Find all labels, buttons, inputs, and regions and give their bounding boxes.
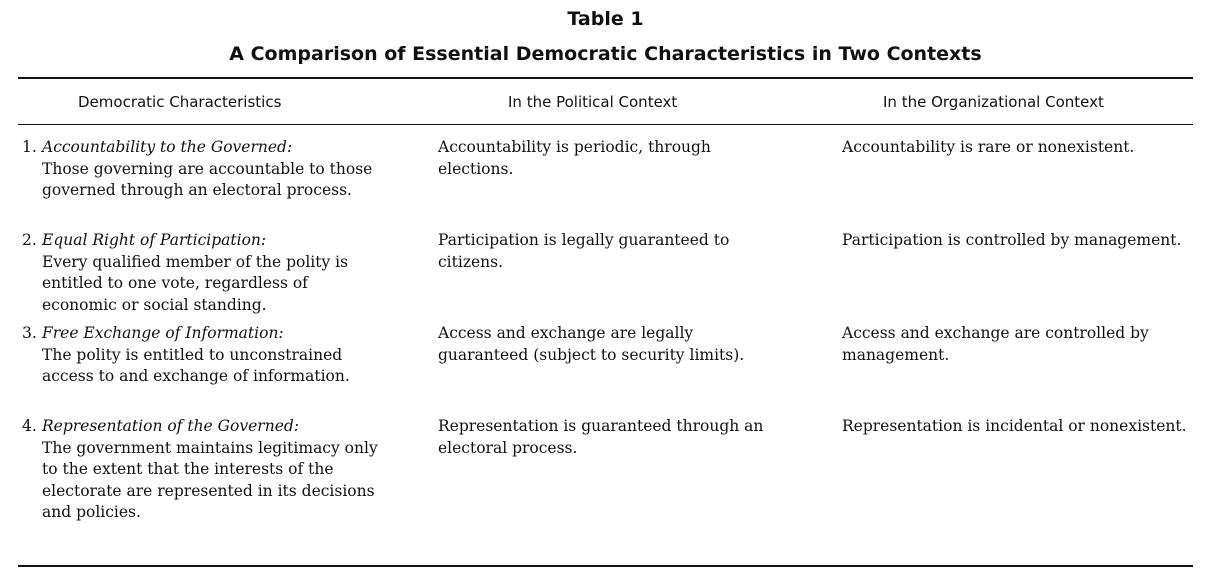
characteristic-description: Those governing are accountable to those… — [42, 159, 373, 200]
row-number: 2. — [22, 231, 37, 249]
header-organizational-context: In the Organizational Context — [883, 93, 1104, 111]
characteristic-cell: 3. Free Exchange of Information: The poli… — [22, 323, 382, 388]
table-title: Table 1 — [567, 8, 644, 30]
characteristic-name: Representation of the Governed: — [42, 417, 300, 435]
row-number: 4. — [22, 417, 37, 435]
characteristic-cell: 2. Equal Right of Participation: Every qu… — [22, 230, 382, 316]
political-context-cell: Accountability is periodic, through elec… — [438, 138, 711, 178]
header-political-context: In the Political Context — [508, 93, 678, 111]
row-number: 1. — [22, 138, 37, 156]
political-context-cell: Access and exchange are legally guarante… — [438, 324, 745, 364]
header-rule — [18, 124, 1193, 125]
characteristic-cell: 4. Representation of the Governed: The go… — [22, 416, 382, 524]
row-number: 3. — [22, 324, 37, 342]
characteristic-description: The government maintains legitimacy only… — [42, 438, 378, 522]
characteristic-description: Every qualified member of the polity is … — [42, 252, 349, 314]
top-rule — [18, 77, 1193, 79]
characteristic-cell: 1. Accountability to the Governed: Those … — [22, 137, 382, 202]
characteristic-name: Equal Right of Participation: — [42, 231, 267, 249]
characteristic-description: The polity is entitled to unconstrained … — [42, 345, 350, 386]
characteristic-name: Accountability to the Governed: — [42, 138, 293, 156]
organizational-context-cell: Participation is controlled by managemen… — [842, 231, 1182, 249]
characteristic-name: Free Exchange of Information: — [42, 324, 284, 342]
political-context-cell: Representation is guaranteed through an … — [438, 417, 764, 457]
organizational-context-cell: Representation is incidental or nonexist… — [842, 417, 1187, 435]
table-subtitle: A Comparison of Essential Democratic Cha… — [229, 43, 982, 65]
header-democratic-characteristics: Democratic Characteristics — [78, 93, 282, 111]
political-context-cell: Participation is legally guaranteed to c… — [438, 231, 730, 271]
organizational-context-cell: Accountability is rare or nonexistent. — [842, 138, 1135, 156]
bottom-rule — [18, 565, 1193, 567]
organizational-context-cell: Access and exchange are controlled by ma… — [842, 324, 1149, 364]
